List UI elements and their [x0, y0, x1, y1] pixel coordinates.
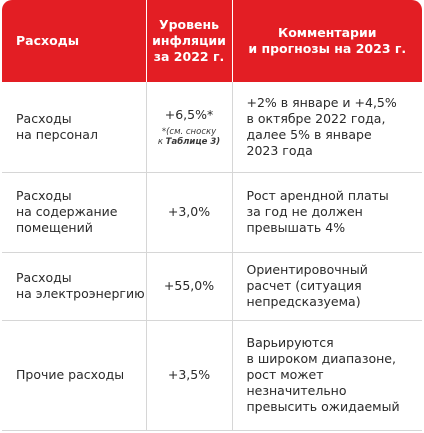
header-inflation-level: Уровень инфляции за 2022 г.	[145, 0, 232, 82]
row-label: Расходы на персонал	[2, 82, 146, 173]
header-expenses: Расходы	[16, 33, 80, 48]
header-comments-forecasts: Комментарии и прогнозы на 2023 г.	[231, 0, 422, 82]
row-label: Расходы на содержание помещений	[2, 172, 146, 253]
row-comment: Рост арендной платы за год не должен пре…	[231, 172, 422, 253]
row-comment: +2% в январе и +4,5% в октябре 2022 года…	[231, 82, 422, 173]
row-label: Расходы на электроэнергию	[2, 252, 146, 321]
row-label: Прочие расходы	[2, 320, 146, 431]
table-row: Расходы на электроэнергию +55,0% Ориенти…	[2, 252, 422, 321]
row-inflation-value: +3,5%	[145, 320, 232, 431]
footnote-reference: *(см. сноску к Таблице 3)	[157, 126, 221, 147]
table-row: Расходы на содержание помещений +3,0% Ро…	[2, 172, 422, 253]
table-row: Прочие расходы +3,5% Варьируются в широк…	[2, 320, 422, 431]
row-comment: Ориентировочный расчет (ситуация непредс…	[231, 252, 422, 321]
table-header-row: Расходы Уровень инфляции за 2022 г. Комм…	[2, 0, 422, 82]
table-row: Расходы на персонал +6,5%* *(см. сноску …	[2, 82, 422, 173]
row-comment: Варьируются в широком диапазоне, рост мо…	[231, 320, 422, 431]
row-inflation-value: +3,0%	[145, 172, 232, 253]
row-inflation-value: +6,5%* *(см. сноску к Таблице 3)	[145, 82, 232, 173]
row-inflation-value: +55,0%	[145, 252, 232, 321]
